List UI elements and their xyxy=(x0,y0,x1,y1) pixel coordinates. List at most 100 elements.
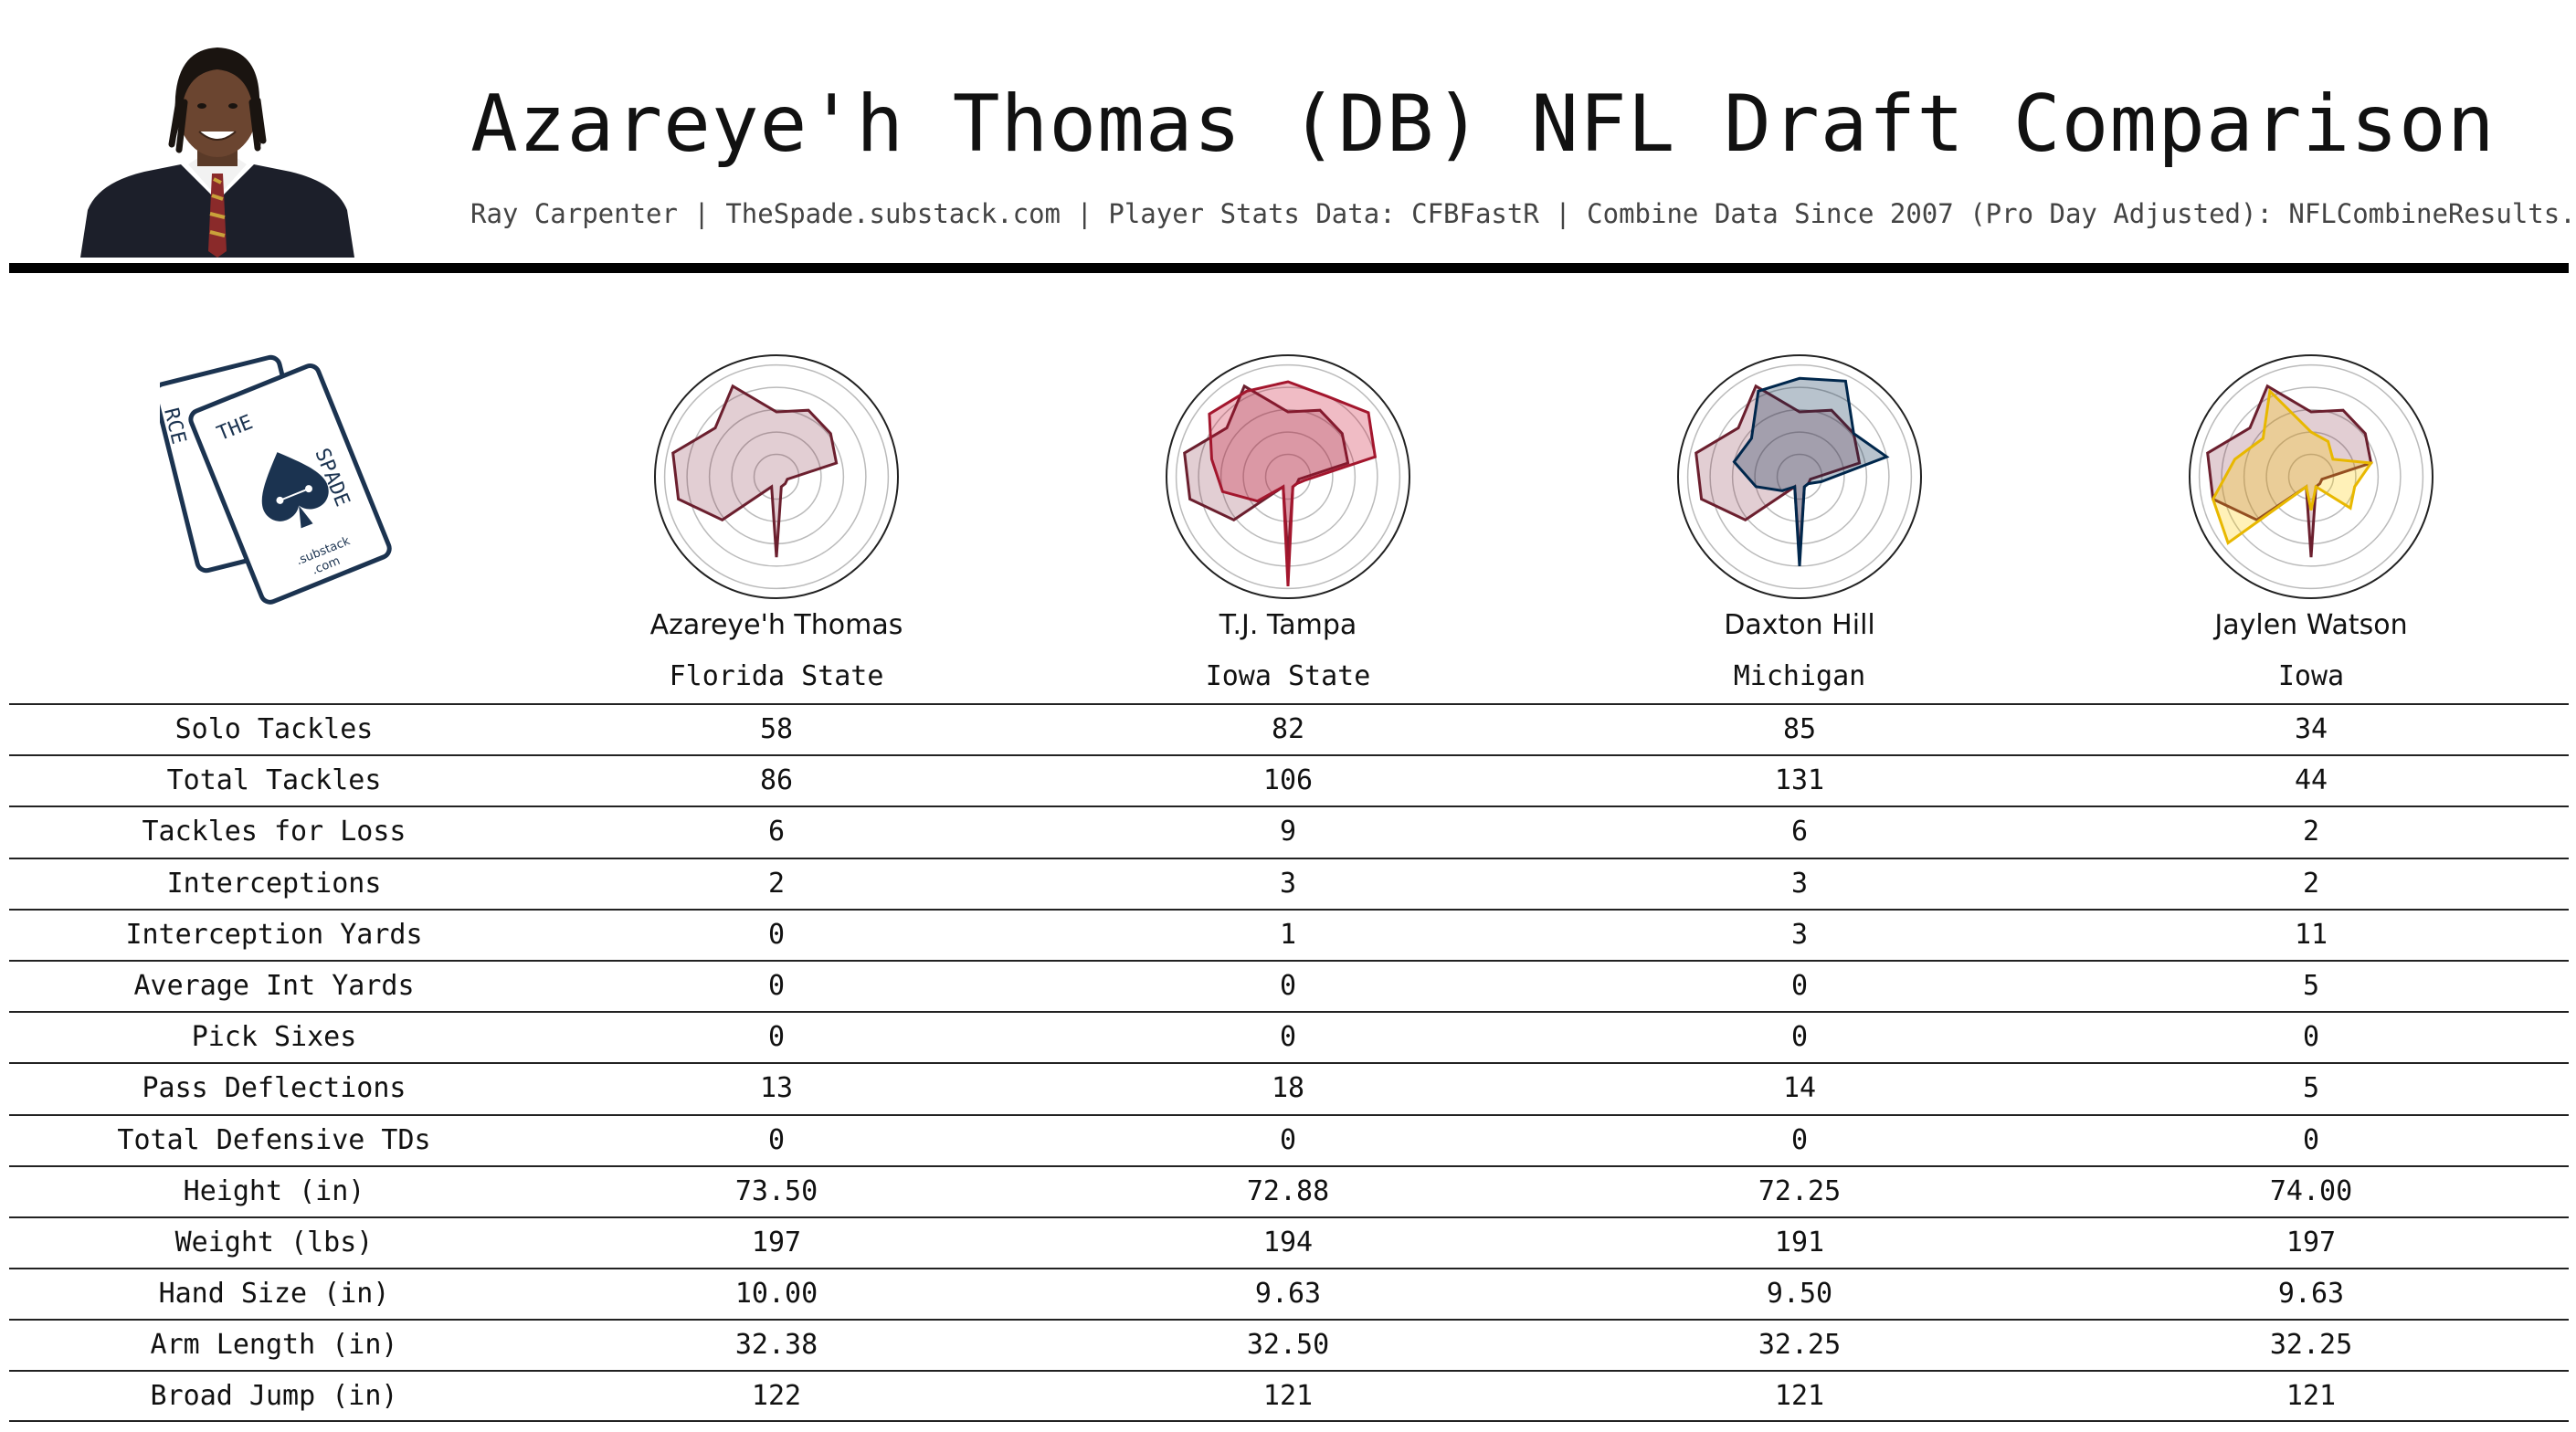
table-cell: 44 xyxy=(2294,764,2328,797)
radar-gridline xyxy=(1175,363,1401,590)
table-cell: 72.88 xyxy=(1246,1174,1330,1207)
table-cell: 14 xyxy=(1782,1072,1817,1105)
table-row: Tackles for Loss 6 9 6 2 xyxy=(9,806,2569,857)
radar-chart xyxy=(1677,354,1922,599)
row-label: Pick Sixes xyxy=(191,1021,357,1054)
table-cell: 0 xyxy=(767,969,786,1002)
table-cell: 0 xyxy=(1790,1123,1809,1156)
table-cell: 82 xyxy=(1271,713,1305,745)
table-row: Hand Size (in) 10.00 9.63 9.50 9.63 xyxy=(9,1268,2569,1319)
table-cell: 5 xyxy=(2302,1072,2320,1105)
player-school: Iowa State xyxy=(1205,660,1371,692)
table-cell: 5 xyxy=(2302,969,2320,1002)
the-spade-logo: THE .substack .com SPADE RCE xyxy=(153,352,402,607)
row-label: Broad Jump (in) xyxy=(150,1380,398,1413)
radar-gridline xyxy=(686,386,867,567)
page-title: Azareye'h Thomas (DB) NFL Draft Comparis… xyxy=(470,79,2496,170)
table-cell: 3 xyxy=(1790,867,1809,900)
table-row: Pick Sixes 0 0 0 0 xyxy=(9,1011,2569,1062)
table-cell: 9.63 xyxy=(2277,1278,2345,1311)
table-cell: 11 xyxy=(2294,918,2328,951)
table-cell: 3 xyxy=(1790,918,1809,951)
page-subtitle: Ray Carpenter | TheSpade.substack.com | … xyxy=(470,198,2576,229)
header-divider xyxy=(9,263,2569,273)
table-cell: 197 xyxy=(2286,1226,2337,1258)
radar-gridline xyxy=(663,363,890,590)
table-cell: 191 xyxy=(1774,1226,1825,1258)
table-cell: 0 xyxy=(1279,1021,1297,1054)
player-school: Iowa xyxy=(2277,660,2345,692)
radar-chart xyxy=(1166,354,1410,599)
table-cell: 194 xyxy=(1262,1226,1314,1258)
radar-gridline xyxy=(1686,363,1913,590)
table-cell: 85 xyxy=(1782,713,1817,745)
row-label: Hand Size (in) xyxy=(158,1278,390,1311)
row-label: Solo Tackles xyxy=(174,713,374,745)
table-cell: 0 xyxy=(767,1021,786,1054)
row-label: Height (in) xyxy=(183,1174,365,1207)
player-name: Azareye'h Thomas xyxy=(649,609,903,641)
row-label: Pass Deflections xyxy=(142,1072,406,1105)
radar-gridline xyxy=(731,431,822,522)
table-row: Total Defensive TDs 0 0 0 0 xyxy=(9,1113,2569,1165)
table-row: Arm Length (in) 32.38 32.50 32.25 32.25 xyxy=(9,1319,2569,1370)
table-cell: 2 xyxy=(2302,816,2320,848)
row-label: Interception Yards xyxy=(125,918,423,951)
table-cell: 0 xyxy=(2302,1123,2320,1156)
row-label: Average Int Yards xyxy=(133,969,415,1002)
table-row: Weight (lbs) 197 194 191 197 xyxy=(9,1216,2569,1268)
table-cell: 1 xyxy=(1279,918,1297,951)
table-cell: 73.50 xyxy=(734,1174,818,1207)
radar-outer-ring xyxy=(654,354,899,599)
table-cell: 13 xyxy=(759,1072,794,1105)
table-cell: 2 xyxy=(2302,867,2320,900)
radar-series-reference xyxy=(671,384,839,558)
table-cell: 32.38 xyxy=(734,1329,818,1362)
table-row: Total Tackles 86 106 131 44 xyxy=(9,754,2569,806)
radar-outer-ring xyxy=(1677,354,1922,599)
table-cell: 121 xyxy=(2286,1380,2337,1413)
table-row: Average Int Yards 0 0 0 5 xyxy=(9,959,2569,1011)
player-name: Jaylen Watson xyxy=(2214,609,2408,641)
table-cell: 106 xyxy=(1262,764,1314,797)
table-cell: 74.00 xyxy=(2269,1174,2353,1207)
radar-gridline xyxy=(2198,363,2424,590)
table-cell: 32.50 xyxy=(1246,1329,1330,1362)
stats-table: Solo Tackles 58 82 85 34 Total Tackles 86 106 13… xyxy=(9,703,2569,1422)
table-cell: 9.63 xyxy=(1254,1278,1322,1311)
table-row: Solo Tackles 58 82 85 34 xyxy=(9,703,2569,754)
radar-gridline xyxy=(2221,386,2402,567)
table-cell: 34 xyxy=(2294,713,2328,745)
radar-chart xyxy=(654,354,899,599)
table-cell: 197 xyxy=(751,1226,802,1258)
table-cell: 121 xyxy=(1774,1380,1825,1413)
table-cell: 121 xyxy=(1262,1380,1314,1413)
table-cell: 0 xyxy=(1790,969,1809,1002)
table-cell: 0 xyxy=(1279,969,1297,1002)
row-label: Weight (lbs) xyxy=(174,1226,374,1258)
table-cell: 0 xyxy=(2302,1021,2320,1054)
row-label: Total Defensive TDs xyxy=(117,1123,431,1156)
row-label: Tackles for Loss xyxy=(142,816,406,848)
table-cell: 0 xyxy=(1790,1021,1809,1054)
table-cell: 6 xyxy=(767,816,786,848)
radar-chart xyxy=(2189,354,2433,599)
table-cell: 72.25 xyxy=(1758,1174,1842,1207)
table-row: Broad Jump (in) 122 121 121 121 xyxy=(9,1370,2569,1422)
table-cell: 86 xyxy=(759,764,794,797)
table-cell: 9.50 xyxy=(1766,1278,1833,1311)
row-label: Total Tackles xyxy=(166,764,382,797)
radar-outer-ring xyxy=(2189,354,2433,599)
radar-series-reference xyxy=(2206,384,2373,558)
table-cell: 58 xyxy=(759,713,794,745)
table-row: Interceptions 2 3 3 2 xyxy=(9,857,2569,909)
table-row: Interception Yards 0 1 3 11 xyxy=(9,908,2569,960)
table-cell: 6 xyxy=(1790,816,1809,848)
table-cell: 131 xyxy=(1774,764,1825,797)
radar-series-reference xyxy=(1183,384,1350,558)
table-cell: 9 xyxy=(1279,816,1297,848)
table-row: Pass Deflections 13 18 14 5 xyxy=(9,1062,2569,1113)
player-name: T.J. Tampa xyxy=(1219,609,1357,641)
table-cell: 0 xyxy=(767,918,786,951)
table-cell: 32.25 xyxy=(2269,1329,2353,1362)
